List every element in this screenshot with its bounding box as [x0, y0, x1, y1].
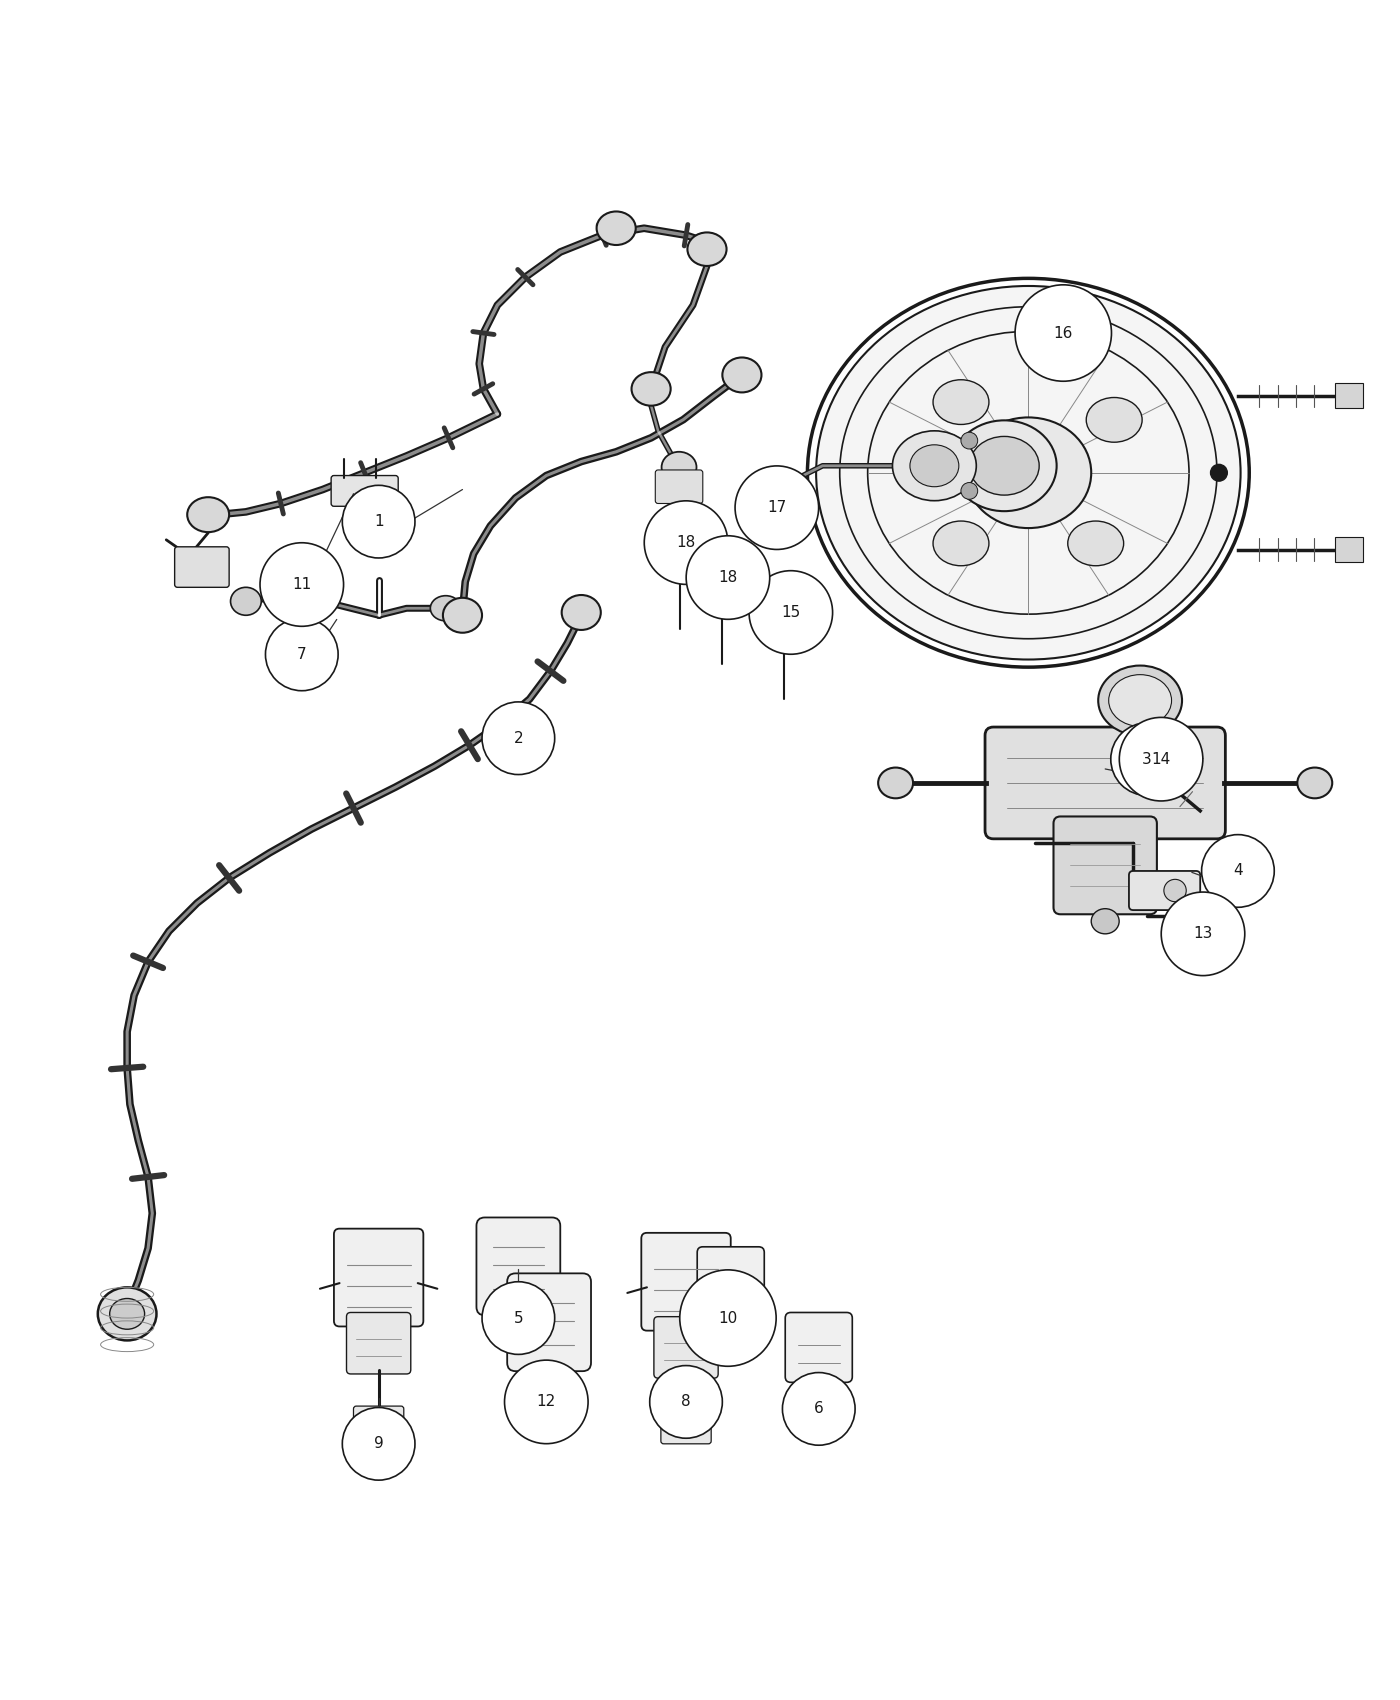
Circle shape	[266, 619, 339, 690]
Ellipse shape	[771, 605, 797, 626]
FancyBboxPatch shape	[641, 1232, 731, 1331]
FancyBboxPatch shape	[175, 547, 230, 586]
FancyBboxPatch shape	[1053, 816, 1156, 915]
Ellipse shape	[109, 1299, 144, 1329]
Circle shape	[749, 571, 833, 654]
Text: 14: 14	[1151, 751, 1170, 767]
Circle shape	[1211, 464, 1228, 481]
Ellipse shape	[952, 420, 1057, 512]
Ellipse shape	[596, 211, 636, 245]
Ellipse shape	[892, 430, 976, 502]
Text: 17: 17	[767, 500, 787, 515]
Text: 4: 4	[1233, 864, 1243, 879]
Circle shape	[260, 542, 343, 626]
FancyBboxPatch shape	[476, 1217, 560, 1316]
Circle shape	[960, 483, 977, 500]
Circle shape	[504, 1360, 588, 1443]
FancyBboxPatch shape	[1334, 537, 1362, 563]
Ellipse shape	[631, 372, 671, 406]
Text: 16: 16	[1054, 325, 1072, 340]
Circle shape	[1201, 835, 1274, 908]
Ellipse shape	[1068, 520, 1124, 566]
Ellipse shape	[714, 573, 731, 588]
FancyBboxPatch shape	[353, 1406, 403, 1440]
FancyBboxPatch shape	[655, 469, 703, 503]
Ellipse shape	[561, 595, 601, 631]
Ellipse shape	[442, 598, 482, 632]
Ellipse shape	[1109, 675, 1172, 726]
Circle shape	[1015, 286, 1112, 381]
Text: 2: 2	[514, 731, 524, 746]
FancyBboxPatch shape	[697, 1246, 764, 1318]
Text: 8: 8	[682, 1394, 690, 1409]
Circle shape	[783, 1372, 855, 1445]
Ellipse shape	[231, 586, 262, 615]
Circle shape	[680, 1270, 776, 1367]
Ellipse shape	[1119, 743, 1141, 762]
FancyBboxPatch shape	[1128, 870, 1200, 910]
Circle shape	[343, 484, 414, 558]
Ellipse shape	[966, 418, 1091, 529]
Ellipse shape	[762, 595, 806, 634]
Circle shape	[644, 502, 728, 585]
Circle shape	[482, 1282, 554, 1355]
Circle shape	[686, 536, 770, 619]
Circle shape	[1161, 892, 1245, 976]
Ellipse shape	[932, 379, 988, 425]
Ellipse shape	[910, 445, 959, 486]
FancyBboxPatch shape	[335, 1229, 423, 1326]
Text: 10: 10	[718, 1311, 738, 1326]
Ellipse shape	[1298, 768, 1333, 799]
FancyBboxPatch shape	[1334, 382, 1362, 408]
Circle shape	[735, 466, 819, 549]
Ellipse shape	[1091, 910, 1119, 933]
Ellipse shape	[969, 437, 1039, 495]
Circle shape	[343, 1408, 414, 1481]
Ellipse shape	[816, 286, 1240, 660]
Ellipse shape	[188, 496, 230, 532]
FancyBboxPatch shape	[785, 1312, 853, 1382]
Text: 18: 18	[676, 536, 696, 551]
Text: 13: 13	[1193, 927, 1212, 942]
Circle shape	[1163, 879, 1186, 901]
Text: 7: 7	[297, 648, 307, 661]
Circle shape	[960, 432, 977, 449]
Text: 9: 9	[374, 1436, 384, 1452]
FancyBboxPatch shape	[986, 728, 1225, 838]
FancyBboxPatch shape	[332, 476, 398, 507]
Text: 11: 11	[293, 576, 311, 592]
FancyBboxPatch shape	[654, 1318, 718, 1379]
Text: 5: 5	[514, 1311, 524, 1326]
Ellipse shape	[672, 537, 689, 553]
Ellipse shape	[722, 357, 762, 393]
FancyBboxPatch shape	[507, 1273, 591, 1372]
Text: 18: 18	[718, 570, 738, 585]
Ellipse shape	[98, 1287, 157, 1340]
Ellipse shape	[1086, 398, 1142, 442]
Text: 6: 6	[813, 1401, 823, 1416]
Ellipse shape	[665, 532, 696, 559]
Circle shape	[650, 1365, 722, 1438]
Ellipse shape	[430, 595, 461, 620]
Text: 15: 15	[781, 605, 801, 620]
Circle shape	[482, 702, 554, 775]
Ellipse shape	[687, 233, 727, 265]
Ellipse shape	[1098, 666, 1182, 736]
Ellipse shape	[662, 452, 697, 483]
Ellipse shape	[878, 768, 913, 799]
Text: 1: 1	[374, 513, 384, 529]
Ellipse shape	[932, 520, 988, 566]
Ellipse shape	[707, 568, 738, 593]
FancyBboxPatch shape	[661, 1411, 711, 1443]
Circle shape	[1110, 722, 1183, 796]
Text: 12: 12	[536, 1394, 556, 1409]
Circle shape	[1120, 717, 1203, 801]
FancyBboxPatch shape	[347, 1312, 410, 1374]
Text: 3: 3	[1142, 751, 1152, 767]
